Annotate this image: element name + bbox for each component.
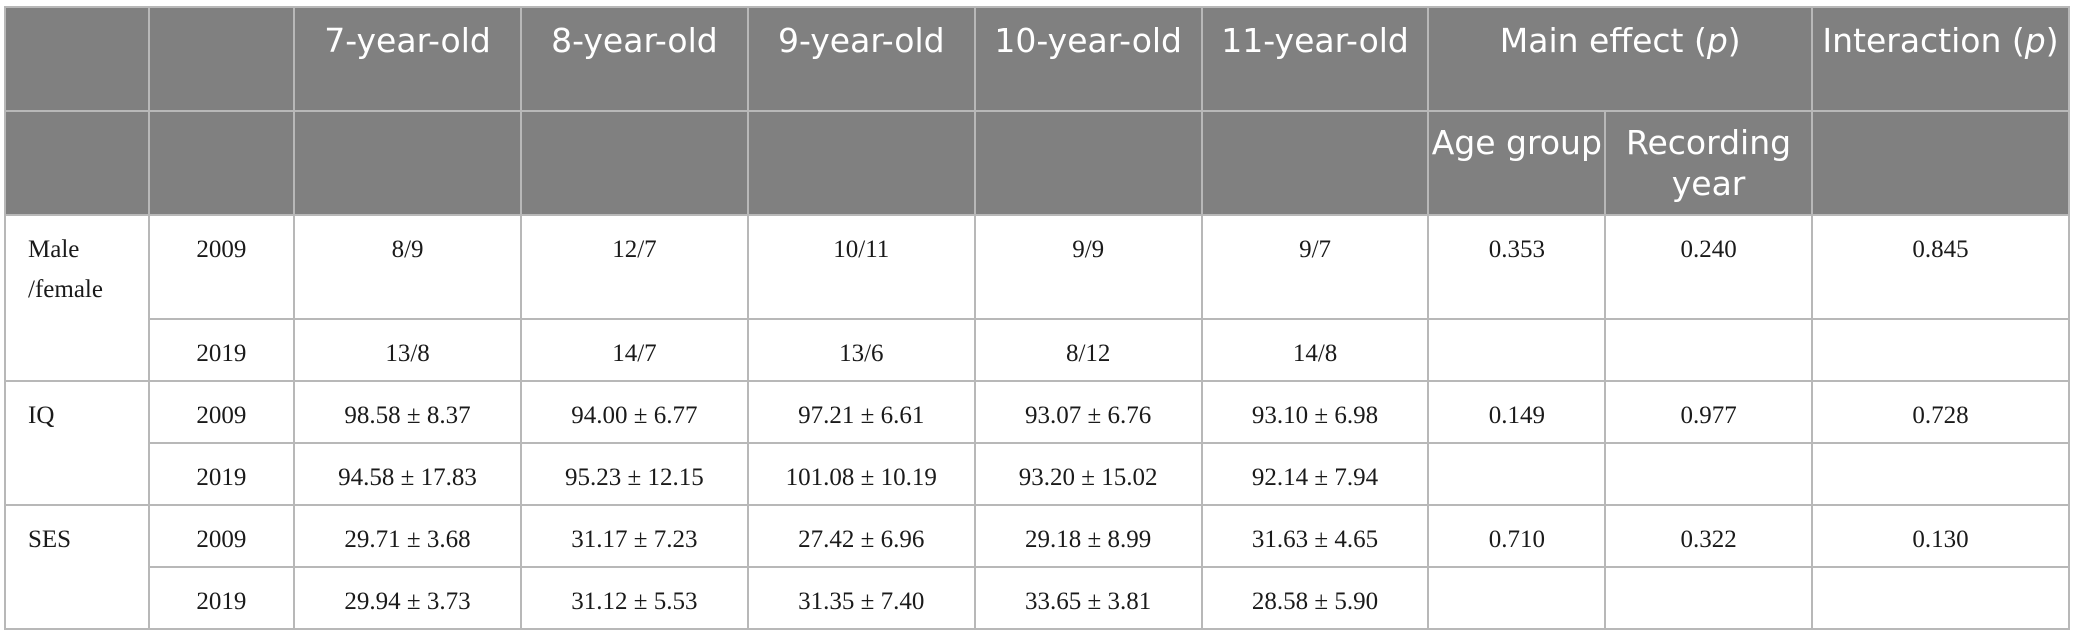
header-blank-2 xyxy=(147,6,296,112)
value-cell: 94.00 ± 6.77 xyxy=(519,380,749,444)
value-cell: 95.23 ± 12.15 xyxy=(519,442,749,506)
value-cell: 31.63 ± 4.65 xyxy=(1200,504,1430,568)
recording-year-p: 0.240 xyxy=(1604,214,1813,320)
year-cell: 2019 xyxy=(147,318,296,382)
header-age-11: 11-year-old xyxy=(1200,6,1430,112)
value-cell: 94.58 ± 17.83 xyxy=(293,442,522,506)
recording-year-p: 0.322 xyxy=(1604,504,1813,568)
subheader-blank xyxy=(293,110,522,216)
header-age-9: 9-year-old xyxy=(746,6,976,112)
value-cell: 27.42 ± 6.96 xyxy=(746,504,976,568)
subheader-blank xyxy=(1810,110,2071,216)
table-wrapper: 7-year-old 8-year-old 9-year-old 10-year… xyxy=(4,6,2071,630)
data-table: 7-year-old 8-year-old 9-year-old 10-year… xyxy=(4,6,2071,630)
header-main-effect: Main effect (p) xyxy=(1427,6,1813,112)
empty-cell xyxy=(1810,566,2071,630)
header-age-10: 10-year-old xyxy=(973,6,1203,112)
header-age-8: 8-year-old xyxy=(519,6,749,112)
value-cell: 13/8 xyxy=(293,318,522,382)
subheader-blank xyxy=(147,110,296,216)
row-label-sex: Male /female xyxy=(4,214,150,382)
table-row: 2019 29.94 ± 3.73 31.12 ± 5.53 31.35 ± 7… xyxy=(5,566,2071,630)
value-cell: 29.94 ± 3.73 xyxy=(293,566,522,630)
table-row: IQ 2009 98.58 ± 8.37 94.00 ± 6.77 97.21 … xyxy=(4,380,2071,506)
value-cell: 101.08 ± 10.19 xyxy=(746,442,976,506)
value-cell: 14/8 xyxy=(1200,318,1430,382)
value-cell: 31.17 ± 7.23 xyxy=(519,504,749,568)
header-age-7: 7-year-old xyxy=(293,6,522,112)
year-cell: 2009 xyxy=(147,504,296,568)
value-cell: 29.18 ± 8.99 xyxy=(973,504,1203,568)
table-row: 2019 13/8 14/7 13/6 8/12 14/8 xyxy=(5,318,2071,382)
empty-cell xyxy=(1810,442,2071,506)
value-cell: 28.58 ± 5.90 xyxy=(1200,566,1430,630)
value-cell: 97.21 ± 6.61 xyxy=(746,380,976,444)
year-cell: 2009 xyxy=(147,380,296,444)
interaction-p: 0.845 xyxy=(1810,214,2071,320)
value-cell: 12/7 xyxy=(519,214,749,320)
value-cell: 14/7 xyxy=(519,318,749,382)
subheader-blank xyxy=(973,110,1203,216)
age-group-p: 0.353 xyxy=(1427,214,1607,320)
empty-cell xyxy=(1810,318,2071,382)
subheader-age-group: Age group xyxy=(1427,110,1607,216)
subheader-blank xyxy=(746,110,976,216)
value-cell: 8/9 xyxy=(293,214,522,320)
value-cell: 10/11 xyxy=(746,214,976,320)
value-cell: 9/9 xyxy=(973,214,1203,320)
row-label-iq: IQ xyxy=(4,380,150,506)
value-cell: 93.20 ± 15.02 xyxy=(973,442,1203,506)
row-label-ses: SES xyxy=(4,504,150,630)
table-row: 2019 94.58 ± 17.83 95.23 ± 12.15 101.08 … xyxy=(5,442,2071,506)
header-blank-1 xyxy=(4,6,150,112)
value-cell: 31.12 ± 5.53 xyxy=(519,566,749,630)
empty-cell xyxy=(1427,442,1607,506)
empty-cell xyxy=(1427,566,1607,630)
empty-cell xyxy=(1604,442,1813,506)
value-cell: 13/6 xyxy=(746,318,976,382)
empty-cell xyxy=(1427,318,1607,382)
interaction-p: 0.130 xyxy=(1810,504,2071,568)
value-cell: 98.58 ± 8.37 xyxy=(293,380,522,444)
value-cell: 33.65 ± 3.81 xyxy=(973,566,1203,630)
value-cell: 29.71 ± 3.68 xyxy=(293,504,522,568)
year-cell: 2009 xyxy=(147,214,296,320)
subheader-blank xyxy=(4,110,150,216)
subheader-recording-year: Recording year xyxy=(1604,110,1813,216)
table-row: Male /female 2009 8/9 12/7 10/11 9/9 9/7… xyxy=(4,214,2071,382)
empty-cell xyxy=(1604,318,1813,382)
year-cell: 2019 xyxy=(147,566,296,630)
subheader-blank xyxy=(1200,110,1430,216)
interaction-p: 0.728 xyxy=(1810,380,2071,444)
age-group-p: 0.710 xyxy=(1427,504,1607,568)
subheader-blank xyxy=(519,110,749,216)
value-cell: 31.35 ± 7.40 xyxy=(746,566,976,630)
value-cell: 92.14 ± 7.94 xyxy=(1200,442,1430,506)
age-group-p: 0.149 xyxy=(1427,380,1607,444)
recording-year-p: 0.977 xyxy=(1604,380,1813,444)
value-cell: 93.10 ± 6.98 xyxy=(1200,380,1430,444)
year-cell: 2019 xyxy=(147,442,296,506)
value-cell: 93.07 ± 6.76 xyxy=(973,380,1203,444)
empty-cell xyxy=(1604,566,1813,630)
value-cell: 8/12 xyxy=(973,318,1203,382)
value-cell: 9/7 xyxy=(1200,214,1430,320)
header-interaction: Interaction (p) xyxy=(1810,6,2071,112)
table-row: SES 2009 29.71 ± 3.68 31.17 ± 7.23 27.42… xyxy=(4,504,2071,630)
